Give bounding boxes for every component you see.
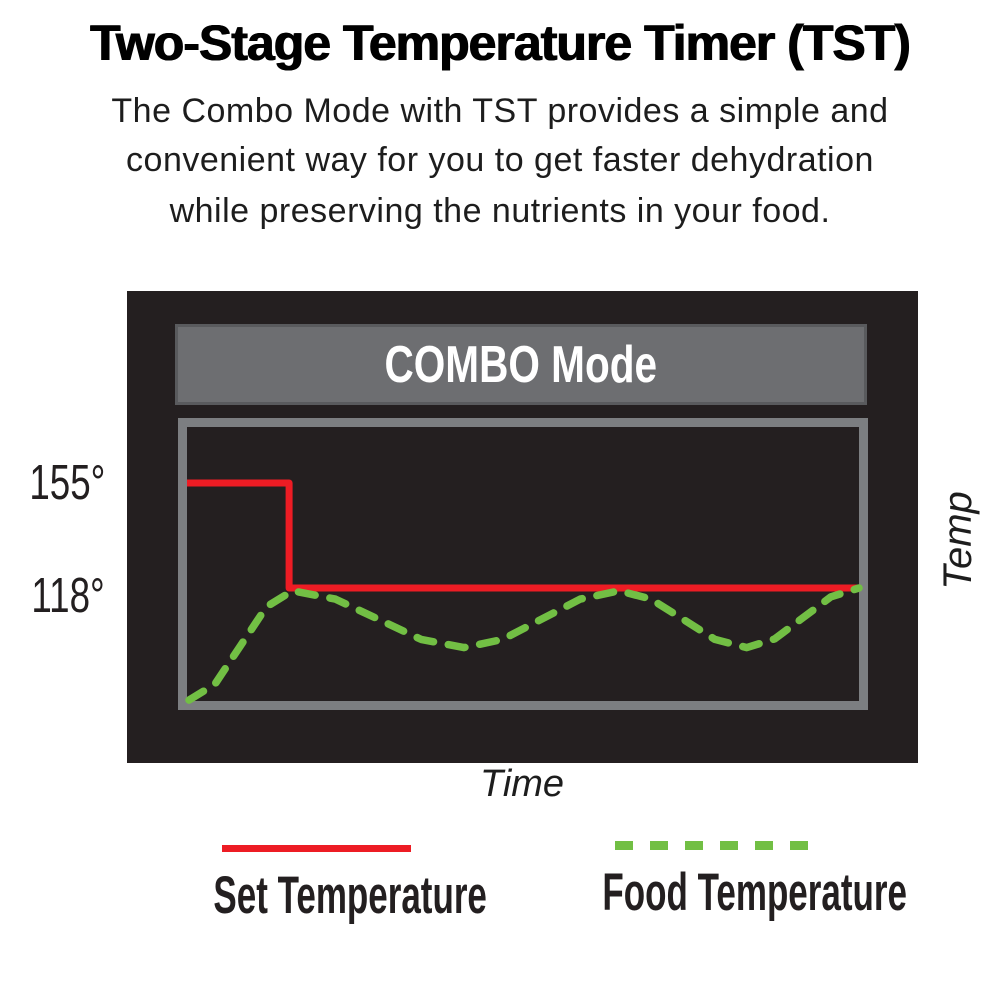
series-set-temperature [187,479,859,592]
y-axis-label-temp: Temp [935,490,980,590]
plot-frame [178,418,868,710]
legend-label-food-temperature: Food Temperature [602,863,907,922]
legend-swatch-set-temperature [222,845,411,852]
legend-label-set-temperature: Set Temperature [213,866,487,925]
description-line-2: convenient way for you to get faster deh… [126,141,874,179]
temperature-chart [185,479,863,704]
series-food-temperature [185,584,863,704]
mode-banner-label: COMBO Mode [384,335,658,394]
x-axis-label-time: Time [479,763,565,805]
page-title: Two-Stage Temperature Timer (TST) [90,15,911,71]
chart-panel: COMBO Mode [127,291,918,763]
legend-swatch-food-temperature [615,841,808,850]
description-line-3: while preserving the nutrients in your f… [169,192,831,230]
y-tick-118: 118° [31,569,105,623]
y-tick-155: 155° [28,456,105,510]
description-line-1: The Combo Mode with TST provides a simpl… [111,92,889,130]
mode-banner: COMBO Mode [175,324,867,405]
